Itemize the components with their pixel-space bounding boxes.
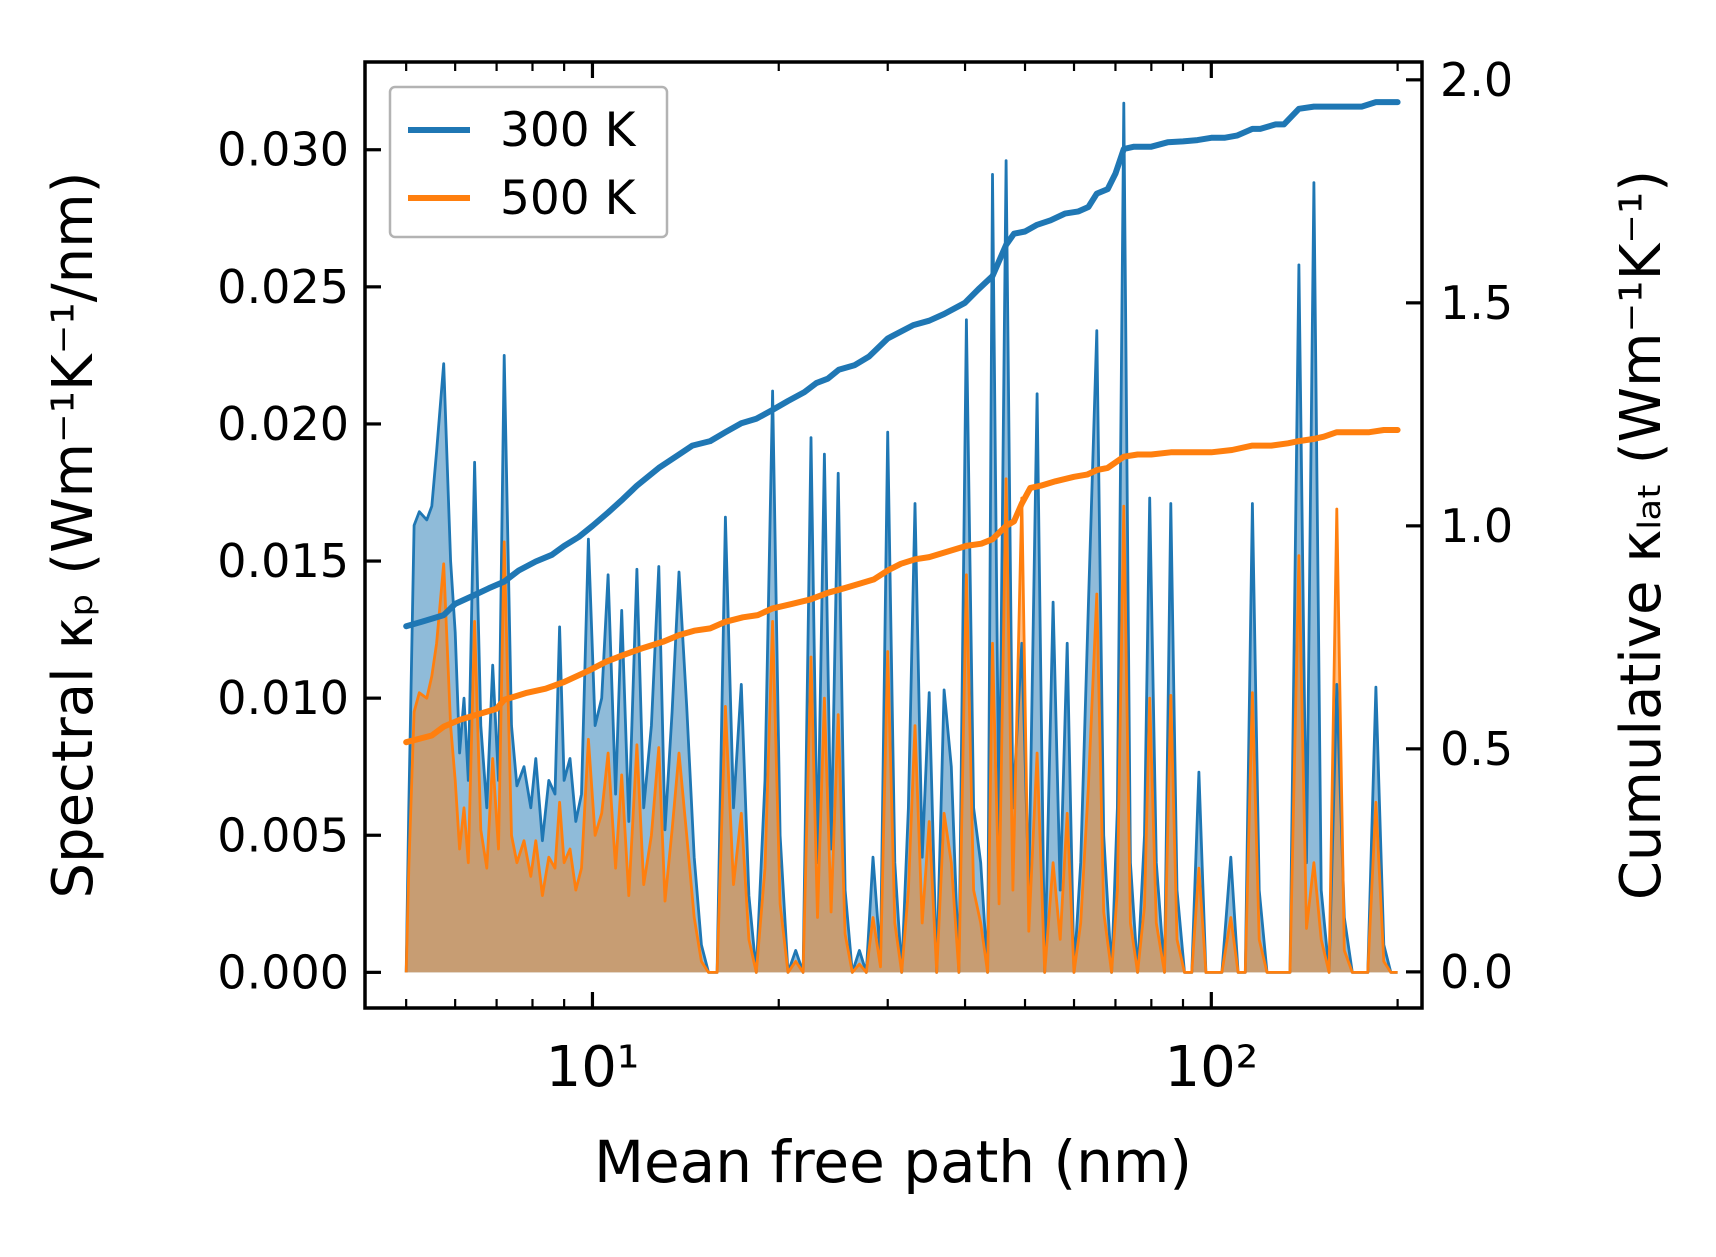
y-left-tick-label: 0.010 bbox=[217, 671, 349, 725]
legend-label-300k: 300 K bbox=[500, 103, 637, 158]
y-right-tick-label: 0.0 bbox=[1440, 945, 1513, 999]
plot-area: 10¹ 10²0.0000.0050.0100.0150.0200.0250.03… bbox=[217, 53, 1513, 1100]
ticks: 10¹ 10²0.0000.0050.0100.0150.0200.0250.03… bbox=[217, 53, 1513, 1100]
y-right-tick-label: 0.5 bbox=[1440, 722, 1513, 776]
x-tick-label: 10² bbox=[1164, 1035, 1258, 1100]
y-left-tick-label: 0.015 bbox=[217, 534, 349, 588]
y-left-axis-label: Spectral κₚ (Wm⁻¹K⁻¹/nm) bbox=[41, 171, 106, 898]
series-layer bbox=[403, 99, 1401, 974]
y-left-tick-label: 0.020 bbox=[217, 397, 349, 451]
y-left-tick-label: 0.025 bbox=[217, 260, 349, 314]
y-right-tick-label: 1.5 bbox=[1440, 276, 1513, 330]
cumulative-line-500-k-cumulative bbox=[403, 427, 1401, 746]
spectral-area-500k bbox=[406, 478, 1398, 973]
spectral-line-500k bbox=[404, 477, 1398, 974]
y-left-tick-label: 0.005 bbox=[217, 808, 349, 862]
y-right-axis-label: Cumulative κₗₐₜ (Wm⁻¹K⁻¹) bbox=[1609, 170, 1674, 900]
cumulative-line-300-k-cumulative bbox=[403, 99, 1401, 630]
x-tick-label: 10¹ bbox=[546, 1035, 640, 1100]
y-right-tick-label: 2.0 bbox=[1440, 53, 1513, 107]
legend-label-500k: 500 K bbox=[500, 171, 637, 226]
x-axis-label: Mean free path (nm) bbox=[594, 1128, 1192, 1196]
y-left-tick-label: 0.000 bbox=[217, 945, 349, 999]
plot-frame bbox=[363, 60, 1424, 1010]
legend: 300 K 500 K bbox=[388, 85, 669, 239]
y-left-tick-label: 0.030 bbox=[217, 123, 349, 177]
y-right-tick-label: 1.0 bbox=[1440, 499, 1513, 553]
